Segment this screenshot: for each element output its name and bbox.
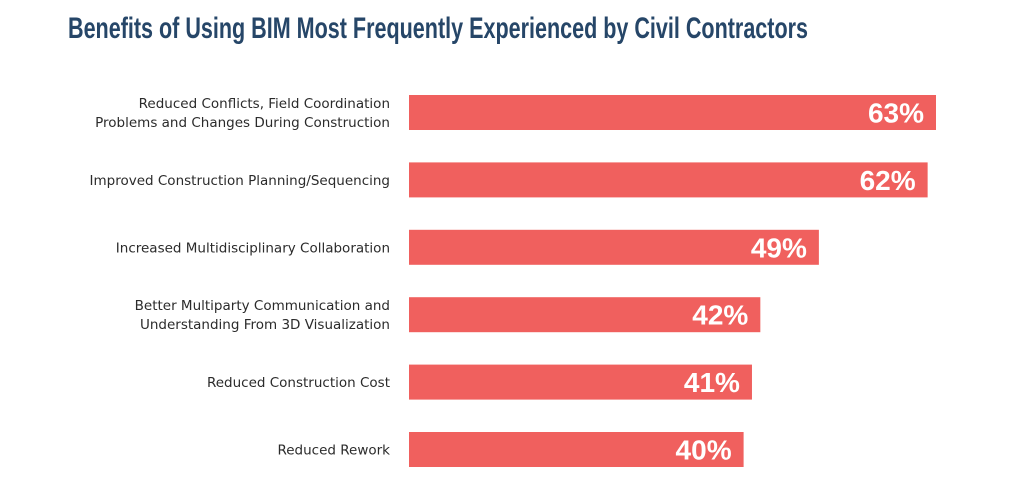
bar bbox=[409, 432, 744, 467]
category-label: Understanding From 3D Visualization bbox=[140, 317, 390, 333]
category-label: Reduced Conflicts, Field Coordination bbox=[139, 96, 390, 112]
value-label: 49% bbox=[751, 232, 807, 263]
value-label: 40% bbox=[676, 435, 732, 466]
category-label: Better Multiparty Communication and bbox=[135, 298, 390, 314]
category-label: Reduced Construction Cost bbox=[207, 375, 390, 391]
value-label: 62% bbox=[860, 165, 916, 196]
value-label: 41% bbox=[684, 367, 740, 398]
category-label: Reduced Rework bbox=[277, 443, 390, 459]
bar bbox=[409, 162, 928, 198]
value-label: 42% bbox=[692, 300, 748, 331]
bar bbox=[409, 95, 936, 130]
value-label: 63% bbox=[868, 98, 924, 129]
category-label: Improved Construction Planning/Sequencin… bbox=[90, 173, 390, 189]
category-label: Increased Multidisciplinary Collaboratio… bbox=[116, 240, 390, 256]
chart-title: Benefits of Using BIM Most Frequently Ex… bbox=[68, 12, 808, 45]
bar bbox=[409, 364, 752, 400]
category-label: Problems and Changes During Construction bbox=[95, 115, 390, 131]
bar bbox=[409, 297, 761, 333]
bars-group: 63% Reduced Conflicts, Field Coordination… bbox=[90, 95, 936, 467]
bar bbox=[409, 229, 819, 265]
